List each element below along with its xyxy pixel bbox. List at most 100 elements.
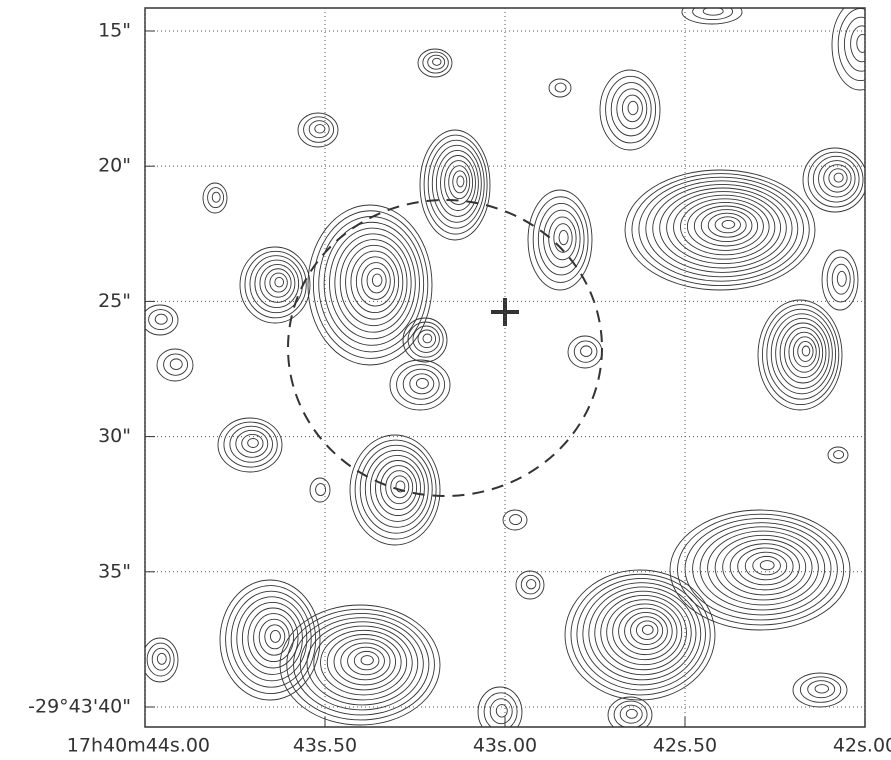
contour	[574, 341, 597, 362]
contour	[428, 55, 445, 69]
contour	[376, 461, 421, 516]
y-tick-label: -29°43'40"	[28, 695, 131, 717]
contour	[275, 277, 284, 287]
contour	[785, 328, 823, 378]
contour	[832, 0, 888, 90]
contour	[838, 9, 883, 81]
y-tick-label: 25"	[98, 290, 131, 312]
contour	[170, 359, 182, 370]
contour	[361, 656, 373, 665]
contour	[300, 618, 423, 710]
contour	[753, 556, 781, 574]
contour	[538, 203, 584, 274]
contour	[857, 34, 868, 52]
contour	[606, 76, 656, 143]
contour	[632, 174, 809, 286]
contour	[642, 625, 653, 634]
contour	[478, 687, 522, 737]
contour	[559, 230, 568, 244]
contour	[350, 435, 440, 545]
contour	[324, 222, 419, 345]
contour	[149, 310, 173, 330]
contour	[164, 354, 188, 375]
contour	[416, 378, 428, 388]
contour	[242, 434, 263, 452]
contour	[527, 580, 536, 589]
contour	[834, 451, 844, 459]
contour	[155, 314, 167, 324]
contour	[403, 318, 447, 362]
contour	[503, 510, 527, 530]
contour	[798, 341, 813, 361]
contour-map	[142, 0, 888, 737]
contour	[309, 121, 329, 138]
y-tick-label: 35"	[98, 560, 131, 582]
x-tick-label: 42s.00	[833, 735, 891, 757]
contour	[625, 612, 668, 649]
contour	[619, 608, 673, 654]
contour	[828, 447, 848, 463]
contour	[639, 177, 804, 281]
contour	[410, 374, 434, 394]
contour	[433, 58, 442, 65]
contour	[270, 273, 288, 292]
contour	[549, 79, 571, 97]
contour	[423, 334, 432, 343]
contour	[157, 653, 166, 664]
contour	[310, 478, 330, 502]
contour	[693, 4, 733, 20]
contour	[354, 651, 379, 669]
contour	[815, 685, 829, 694]
contour	[314, 626, 412, 700]
contour	[418, 330, 436, 348]
contour	[230, 426, 273, 462]
contour	[208, 188, 224, 208]
contour	[730, 544, 799, 590]
contour	[622, 95, 642, 122]
contour	[581, 346, 592, 357]
contour	[490, 699, 512, 724]
contour	[660, 188, 787, 268]
contour	[351, 251, 399, 313]
contour	[715, 217, 740, 233]
contour	[152, 648, 170, 670]
contour	[424, 135, 487, 234]
y-tick-label: 30"	[98, 425, 131, 447]
contour	[694, 206, 757, 246]
contour	[212, 192, 220, 202]
contour	[457, 176, 464, 187]
contour	[738, 548, 793, 585]
contour	[628, 101, 638, 114]
contour	[248, 439, 259, 448]
x-tick-label: 42s.50	[653, 735, 717, 757]
contour	[315, 125, 325, 134]
contour	[453, 171, 467, 193]
contour	[834, 173, 843, 182]
contour	[808, 681, 835, 698]
contour	[829, 169, 847, 187]
contour	[555, 83, 566, 92]
x-tick-label: 17h40m44s.00	[67, 735, 210, 757]
contour	[391, 476, 409, 498]
contour	[316, 484, 326, 496]
contour	[367, 268, 386, 293]
contour	[844, 17, 878, 71]
contour	[510, 515, 522, 525]
contour	[240, 247, 310, 323]
contour	[832, 264, 850, 294]
contour	[224, 422, 277, 467]
contour	[708, 531, 819, 605]
x-tick-label: 43s.00	[473, 735, 537, 757]
contour	[270, 630, 280, 642]
chart: 17h40m44s.00 43s.50 43s.00 42s.50 42s.00 15" 2…	[0, 0, 891, 760]
contour	[760, 561, 774, 570]
contour	[837, 271, 846, 286]
y-tick-label: 20"	[98, 155, 131, 177]
contour	[554, 224, 572, 253]
contour	[589, 587, 696, 680]
contour	[521, 575, 540, 594]
contour	[813, 156, 859, 202]
x-tick-label: 43s.50	[293, 735, 357, 757]
contour	[313, 211, 427, 359]
y-tick-label: 15"	[98, 19, 131, 41]
